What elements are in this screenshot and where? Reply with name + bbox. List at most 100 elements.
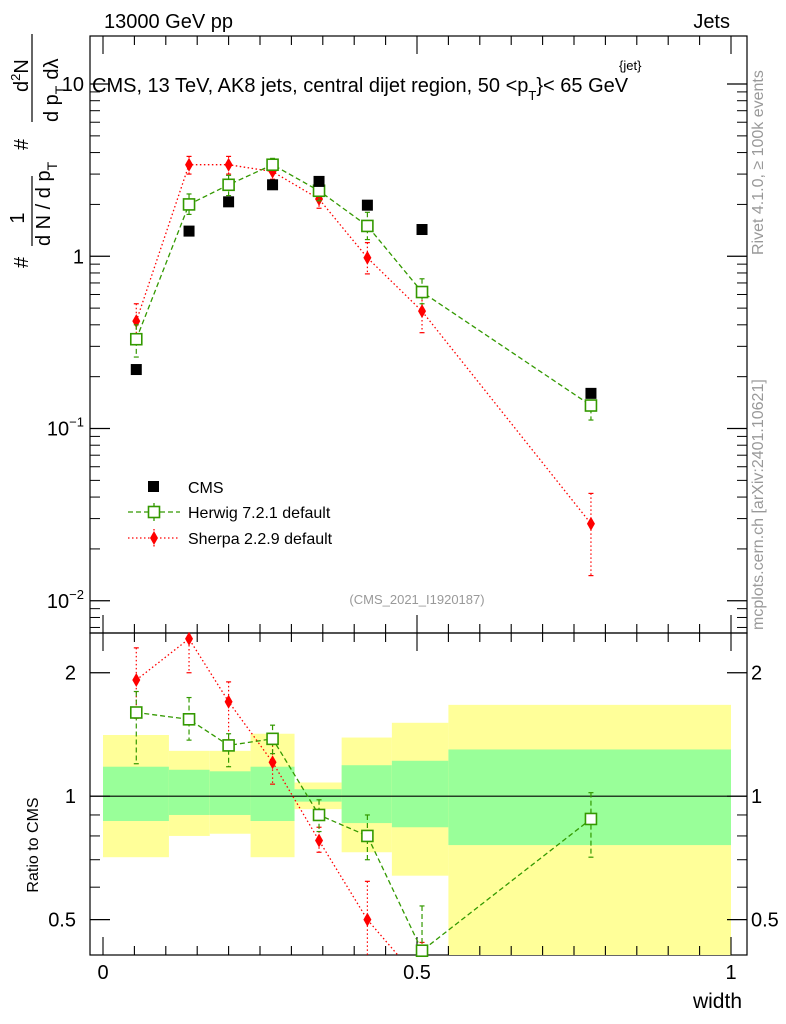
legend-herwig-marker	[147, 505, 161, 519]
main-sherpa-point-2	[224, 157, 233, 172]
ratio-herwig-point-7	[584, 812, 598, 826]
ratio-band-inner-3	[250, 766, 295, 822]
main-herwig-point-0	[129, 332, 143, 346]
ratio-sherpa-point-0	[132, 673, 141, 688]
main-cms-point-1	[183, 225, 195, 237]
ylabel-hash-2: #	[11, 138, 33, 150]
ratio-band-inner-7	[448, 749, 731, 846]
ratio-herwig-point-6	[415, 944, 429, 958]
ratio-band-inner-2	[209, 771, 251, 815]
main-herwig-point-4	[312, 184, 326, 198]
title-tail: }< 65 GeV	[536, 75, 628, 97]
main-sherpa-line	[135, 164, 592, 525]
title-main: CMS, 13 TeV, AK8 jets, central dijet reg…	[92, 75, 528, 97]
main-ytick-label-3: 10	[62, 74, 84, 96]
main-ytick-label-exp-0: −2	[69, 587, 84, 602]
ratio-band-inner-0	[103, 766, 169, 822]
main-ytick-label-2: 1	[73, 246, 84, 268]
x-tick-label-0: 0	[97, 962, 108, 984]
ylabel-d2n: d2N	[8, 59, 33, 92]
ylabel-dlambda: dλ	[41, 59, 63, 80]
main-cms-point-5	[361, 199, 373, 211]
ratio-band-inner-4	[294, 789, 342, 802]
ratio-sherpa-point-2	[224, 694, 233, 709]
main-herwig-point-5	[361, 219, 374, 233]
header-right: Jets	[693, 11, 730, 33]
main-ytick-label-base-1: 10	[47, 419, 69, 441]
main-ytick-label-exp-1: −1	[69, 415, 84, 430]
mcplots-source-label: mcplots.cern.ch [arXiv:2401.10621]	[750, 379, 767, 630]
ratio-herwig-point-3	[266, 732, 279, 746]
main-sherpa-point-6	[418, 304, 427, 319]
ratio-ytick-label-right-2: 2	[751, 663, 762, 685]
ratio-ytick-label-left-1: 1	[65, 786, 76, 808]
ratio-herwig-point-2	[222, 739, 235, 752]
ratio-band-inner-6	[391, 760, 449, 828]
ratio-band-inner-5	[341, 765, 392, 824]
ratio-sherpa-point-1	[185, 631, 194, 646]
main-herwig-point-1	[182, 198, 196, 211]
x-axis-label: width	[692, 990, 742, 1013]
ylabel-dpt: d p	[41, 94, 63, 122]
ylabel-t-sub-2: T	[52, 85, 68, 94]
main-sherpa-point-1	[185, 157, 194, 172]
main-cms-point-7	[585, 387, 597, 399]
ratio-ytick-label-right-0: 0.5	[751, 910, 779, 932]
ratio-ytick-label-right-1: 1	[751, 786, 762, 808]
header-left: 13000 GeV pp	[104, 11, 233, 33]
main-herwig-point-3	[266, 158, 279, 172]
ratio-herwig-point-5	[361, 829, 374, 843]
legend-sherpa-marker	[150, 531, 158, 545]
ratio-y-axis-label: Ratio to CMS	[25, 797, 42, 892]
main-cms-point-4	[313, 175, 325, 187]
ylabel-n: N	[11, 59, 33, 73]
ratio-ytick-label-left-0: 0.5	[48, 910, 76, 932]
ratio-axis-ticks: 0.5 0.5 1 1 2 2 0 0.5 1	[48, 633, 779, 984]
main-ytick-label-0: 10−2	[47, 587, 84, 613]
chart-title: CMS, 13 TeV, AK8 jets, central dijet reg…	[92, 75, 629, 103]
ratio-sherpa-point-5	[363, 912, 372, 927]
ratio-sherpa-point-3	[268, 755, 277, 770]
legend-sherpa-label: Sherpa 2.2.9 default	[188, 531, 333, 548]
legend-cms-marker	[148, 481, 159, 492]
ratio-ytick-label-left-2: 2	[65, 663, 76, 685]
main-ytick-label-base-0: 10	[47, 591, 69, 613]
x-tick-label-2: 1	[725, 962, 736, 984]
analysis-watermark: (CMS_2021_I1920187)	[349, 592, 484, 607]
ylabel-2-sup: 2	[8, 74, 23, 81]
ratio-uncertainty-bands	[103, 704, 731, 955]
main-cms-point-2	[223, 196, 235, 208]
main-series-layer	[129, 155, 598, 577]
x-tick-label-1: 0.5	[403, 962, 431, 984]
main-herwig-point-7	[584, 399, 598, 412]
title-superscript: {jet}	[619, 58, 642, 73]
main-y-axis-label: # 1 d N / d pT # d2N d pTdλ	[7, 34, 68, 268]
ratio-herwig-line	[136, 711, 592, 952]
ylabel-d: d	[11, 81, 33, 92]
main-sherpa-point-7	[586, 516, 595, 531]
legend: CMS Herwig 7.2.1 default Sherpa 2.2.9 de…	[128, 480, 333, 548]
rivet-version-label: Rivet 4.1.0, ≥ 100k events	[750, 70, 767, 255]
main-herwig-line	[135, 163, 592, 407]
ratio-herwig-point-4	[312, 808, 326, 822]
ratio-series-layer	[129, 631, 598, 958]
ylabel-t-sub-1: T	[44, 161, 60, 170]
main-cms-point-6	[416, 224, 428, 236]
ylabel-hash-1: #	[11, 256, 33, 268]
legend-herwig-label: Herwig 7.2.1 default	[188, 505, 331, 522]
main-herwig-point-2	[222, 178, 235, 192]
title-subscript: T	[528, 88, 536, 103]
ratio-sherpa-point-4	[315, 833, 324, 848]
ylabel-dn-dpt-text: d N / d p	[33, 170, 55, 246]
main-sherpa-point-5	[363, 250, 372, 265]
ylabel-dpt-dlambda: d pTdλ	[41, 59, 68, 123]
ylabel-dn-dpt: d N / d pT	[33, 161, 60, 246]
main-cms-point-0	[130, 364, 142, 376]
ratio-herwig-point-0	[129, 706, 143, 719]
main-cms-point-3	[267, 179, 279, 191]
main-ytick-label-1: 10−1	[47, 415, 84, 441]
ylabel-one: 1	[7, 212, 29, 223]
legend-cms-label: CMS	[188, 480, 224, 497]
ratio-band-inner-1	[168, 769, 210, 815]
